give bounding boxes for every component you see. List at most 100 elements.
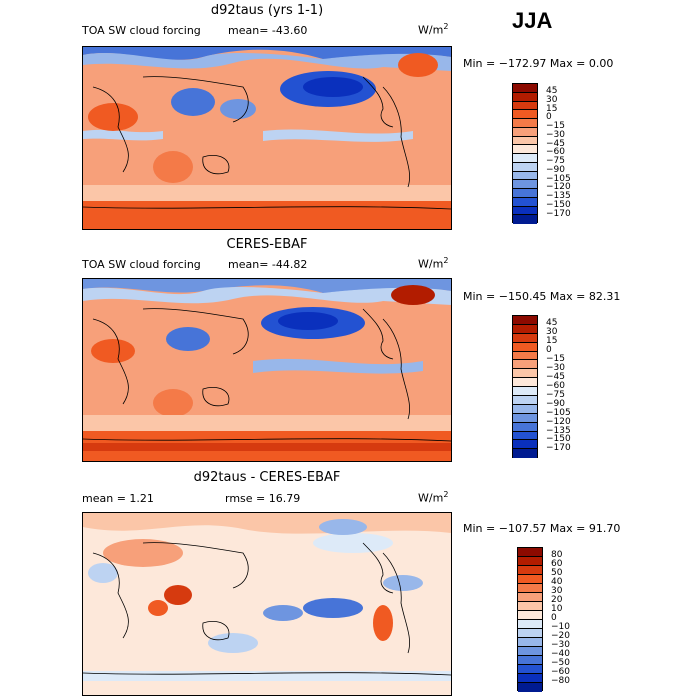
colorbar-swatch: [513, 189, 537, 198]
tick-label: −15: [546, 121, 565, 131]
colorbar-swatch: [518, 575, 542, 584]
tick-label: −20: [551, 631, 570, 641]
tick-label: −135: [546, 426, 571, 436]
colorbar-swatch: [518, 602, 542, 611]
tick-label: −90: [546, 165, 565, 175]
panel1-colorbar-ticks: 45 30 15 0 −15 −30 −45 −60 −75 −90 −105 …: [546, 83, 586, 223]
colorbar-swatch: [518, 674, 542, 683]
tick-label: −75: [546, 390, 565, 400]
panel1-field-label: TOA SW cloud forcing: [82, 24, 201, 37]
colorbar-swatch: [513, 413, 537, 423]
panel3-units: W/m2: [418, 490, 449, 505]
tick-label: −15: [546, 354, 565, 364]
colorbar-swatch: [513, 396, 537, 405]
panel3-title: d92taus - CERES-EBAF: [193, 470, 341, 485]
colorbar-swatch: [513, 351, 537, 361]
panel1-min-max: Min = −172.97 Max = 0.00: [463, 57, 614, 70]
colorbar-swatch: [518, 566, 542, 575]
panel2-min-max: Min = −150.45 Max = 82.31: [463, 290, 621, 303]
tick-label: 45: [546, 86, 558, 96]
panel2-mean: mean= -44.82: [228, 258, 308, 271]
colorbar-swatch: [513, 404, 537, 414]
panel3-mean: mean = 1.21: [82, 492, 154, 505]
colorbar-swatch: [513, 378, 537, 388]
colorbar-swatch: [513, 127, 537, 137]
colorbar-swatch: [518, 665, 542, 674]
colorbar-swatch: [513, 136, 537, 146]
tick-label: −30: [551, 640, 570, 650]
tick-label: 15: [546, 336, 558, 346]
panel2-colorbar-ticks: 45 30 15 0 −15 −30 −45 −60 −75 −90 −105 …: [546, 315, 586, 458]
panel2-title: CERES-EBAF: [226, 237, 308, 252]
colorbar-swatch: [513, 360, 537, 370]
tick-label: −90: [546, 399, 565, 409]
tick-label: 45: [546, 318, 558, 328]
tick-label: −45: [546, 139, 565, 149]
tick-label: −50: [551, 658, 570, 668]
colorbar-swatch: [518, 593, 542, 602]
panel3-map: [82, 512, 452, 696]
colorbar-swatch: [513, 84, 537, 93]
tick-label: −170: [546, 443, 571, 453]
tick-label: 0: [546, 345, 552, 355]
tick-label: −60: [551, 667, 570, 677]
colorbar-swatch: [513, 333, 537, 343]
tick-label: 0: [546, 112, 552, 122]
tick-label: 30: [546, 95, 558, 105]
colorbar-swatch: [518, 620, 542, 629]
tick-label: −30: [546, 363, 565, 373]
tick-label: −30: [546, 130, 565, 140]
colorbar-swatch: [513, 449, 537, 459]
tick-label: −150: [546, 200, 571, 210]
colorbar-swatch: [518, 683, 542, 692]
colorbar-swatch: [513, 162, 537, 172]
panel2-map: [82, 278, 452, 462]
tick-label: −40: [551, 649, 570, 659]
colorbar-swatch: [518, 584, 542, 593]
colorbar-swatch: [513, 324, 537, 334]
panel3-colorbar-ticks: 80 60 50 40 30 20 10 0 −10 −20 −30 −40 −…: [551, 547, 591, 691]
panel3-colorbar: [517, 547, 543, 692]
tick-label: −135: [546, 191, 571, 201]
colorbar-swatch: [518, 548, 542, 557]
tick-label: 40: [551, 577, 563, 587]
tick-label: −120: [546, 417, 571, 427]
colorbar-swatch: [513, 215, 537, 224]
panel1-units: W/m2: [418, 22, 449, 37]
colorbar-swatch: [513, 369, 537, 379]
colorbar-swatch: [513, 171, 537, 181]
colorbar-swatch: [513, 154, 537, 163]
colorbar-swatch: [513, 431, 537, 441]
colorbar-swatch: [513, 119, 537, 128]
colorbar-swatch: [513, 342, 537, 352]
colorbar-swatch: [513, 422, 537, 432]
tick-label: −105: [546, 174, 571, 184]
tick-label: 50: [551, 568, 563, 578]
tick-label: 10: [551, 604, 563, 614]
tick-label: −105: [546, 408, 571, 418]
tick-label: 20: [551, 595, 563, 605]
colorbar-swatch: [513, 197, 537, 207]
tick-label: −170: [546, 209, 571, 219]
colorbar-swatch: [513, 92, 537, 102]
panel3-rmse: rmse = 16.79: [225, 492, 301, 505]
colorbar-swatch: [518, 557, 542, 566]
tick-label: 15: [546, 104, 558, 114]
colorbar-swatch: [518, 629, 542, 638]
colorbar-swatch: [513, 440, 537, 450]
panel2-field-label: TOA SW cloud forcing: [82, 258, 201, 271]
colorbar-swatch: [513, 206, 537, 216]
panel3-min-max: Min = −107.57 Max = 91.70: [463, 522, 621, 535]
tick-label: −80: [551, 676, 570, 686]
tick-label: 30: [546, 327, 558, 337]
panel1-title: d92taus (yrs 1-1): [210, 3, 324, 18]
colorbar-swatch: [513, 180, 537, 189]
panel2-colorbar: [512, 315, 538, 459]
tick-label: 30: [551, 586, 563, 596]
colorbar-swatch: [513, 110, 537, 119]
colorbar-swatch: [513, 101, 537, 111]
panel1-mean: mean= -43.60: [228, 24, 308, 37]
colorbar-swatch: [513, 145, 537, 154]
colorbar-swatch: [518, 638, 542, 647]
tick-label: −60: [546, 147, 565, 157]
